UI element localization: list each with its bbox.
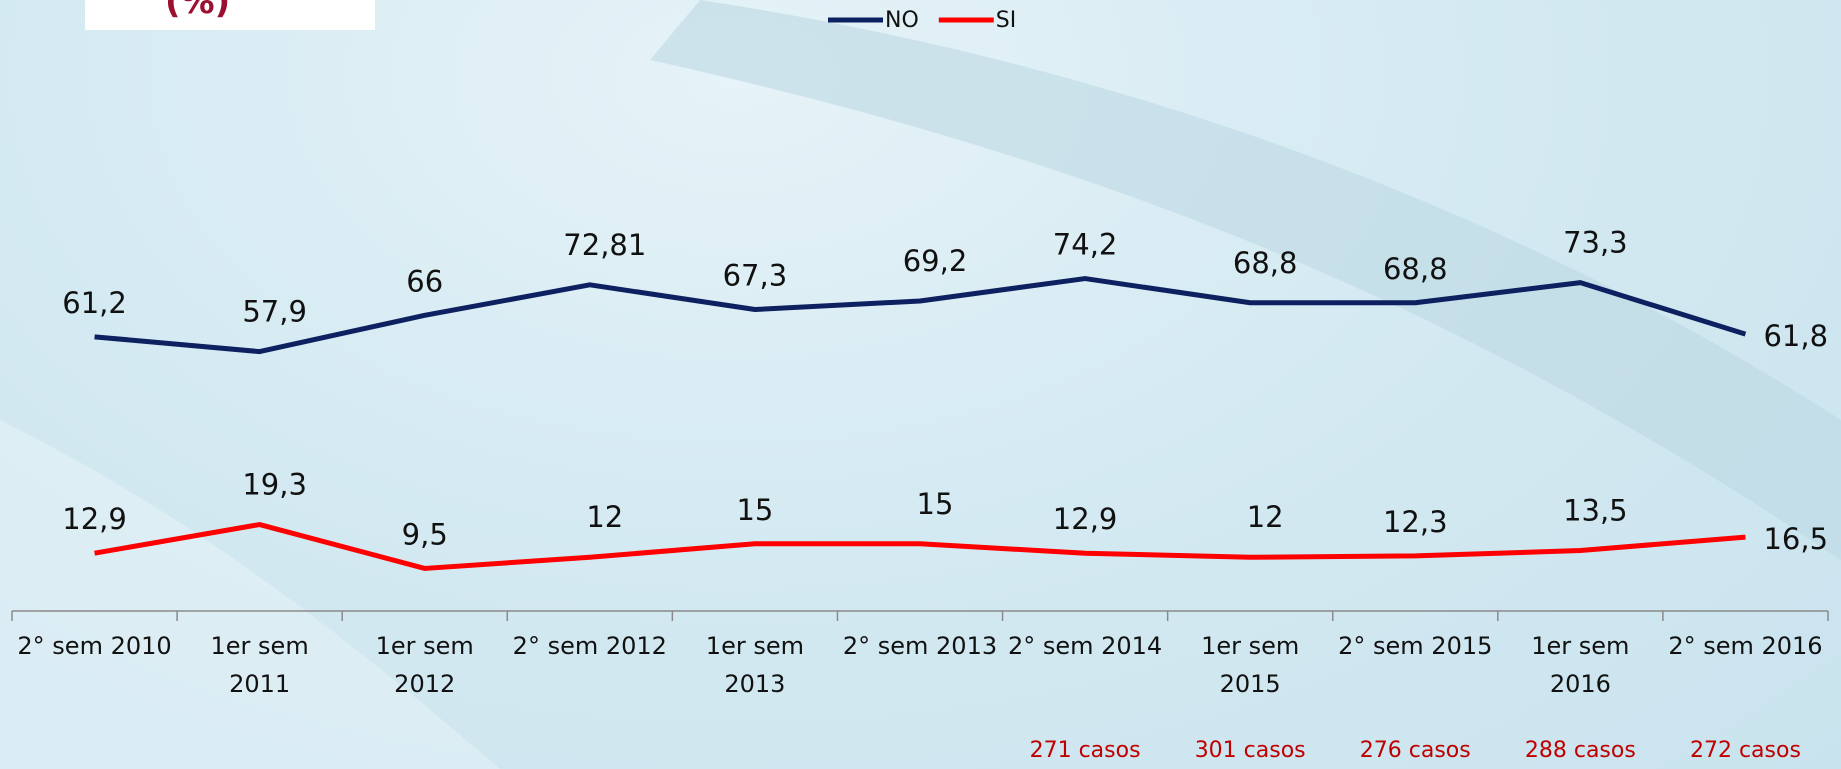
x-tick-label: 2° sem 2014 bbox=[1007, 627, 1164, 665]
data-label: 13,5 bbox=[1563, 494, 1628, 528]
data-label: 19,3 bbox=[242, 468, 307, 502]
data-label: 12 bbox=[1247, 500, 1284, 534]
data-label: 15 bbox=[736, 493, 773, 527]
data-label: 67,3 bbox=[723, 258, 788, 292]
x-tick-label: 1er sem 2011 bbox=[181, 627, 338, 703]
legend-label: NO bbox=[885, 8, 919, 33]
series-line bbox=[95, 525, 1746, 569]
x-tick-label: 2° sem 2016 bbox=[1667, 627, 1824, 665]
x-tick-label: 2° sem 2010 bbox=[16, 627, 173, 665]
data-label: 15 bbox=[917, 487, 954, 521]
x-tick-label: 1er sem 2016 bbox=[1502, 627, 1659, 703]
case-count: 301 casos bbox=[1168, 738, 1333, 763]
data-label: 16,5 bbox=[1763, 522, 1828, 556]
case-count: 272 casos bbox=[1663, 738, 1828, 763]
data-label: 12,3 bbox=[1383, 505, 1448, 539]
data-label: 12,9 bbox=[62, 502, 127, 536]
x-tick-label: 2° sem 2013 bbox=[841, 627, 998, 665]
data-label: 9,5 bbox=[402, 517, 448, 551]
data-label: 57,9 bbox=[242, 295, 307, 329]
legend-label: SI bbox=[996, 8, 1016, 33]
page: (%) 61,257,96672,8167,369,274,268,868,87… bbox=[0, 0, 1841, 769]
data-label: 12 bbox=[586, 500, 623, 534]
x-tick-label: 1er sem 2015 bbox=[1172, 627, 1329, 703]
x-tick-label: 1er sem 2013 bbox=[676, 627, 833, 703]
case-count: 271 casos bbox=[1003, 738, 1168, 763]
data-label: 69,2 bbox=[903, 244, 968, 278]
case-count: 276 casos bbox=[1333, 738, 1498, 763]
x-tick-label: 2° sem 2015 bbox=[1337, 627, 1494, 665]
data-label: 72,81 bbox=[563, 228, 646, 262]
data-label: 61,2 bbox=[62, 286, 127, 320]
data-label: 74,2 bbox=[1053, 228, 1118, 262]
data-label: 73,3 bbox=[1563, 226, 1628, 260]
x-tick-label: 1er sem 2012 bbox=[346, 627, 503, 703]
data-label: 61,8 bbox=[1763, 319, 1828, 353]
data-label: 68,8 bbox=[1383, 252, 1448, 286]
case-count: 288 casos bbox=[1498, 738, 1663, 763]
data-label: 66 bbox=[406, 264, 443, 298]
data-label: 68,8 bbox=[1233, 246, 1298, 280]
series-line bbox=[95, 279, 1746, 352]
data-label: 12,9 bbox=[1053, 502, 1118, 536]
x-tick-label: 2° sem 2012 bbox=[511, 627, 668, 665]
